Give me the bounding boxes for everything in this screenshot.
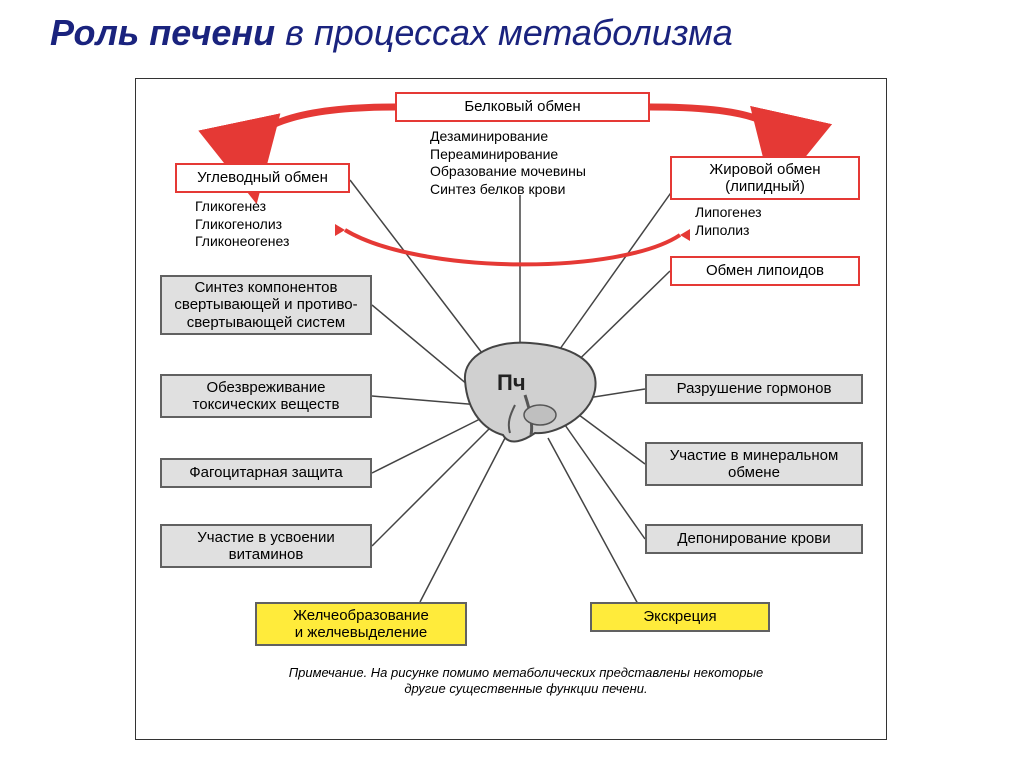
box-b-hormone: Разрушение гормонов (645, 374, 863, 404)
footnote: Примечание. На рисунке помимо метаболиче… (256, 665, 796, 698)
box-b-lipoid: Обмен липоидов (670, 256, 860, 286)
box-b-coag: Синтез компонентовсвертывающей и противо… (160, 275, 372, 335)
liver-illustration: Пч (455, 335, 605, 450)
subtext-s-fat: ЛипогенезЛиполиз (695, 204, 815, 239)
box-b-excr: Экскреция (590, 602, 770, 632)
box-b-bile: Желчеобразованиеи желчевыделение (255, 602, 467, 646)
svg-text:Пч: Пч (497, 370, 526, 395)
box-b-carb: Углеводный обмен (175, 163, 350, 193)
box-b-fat: Жировой обмен(липидный) (670, 156, 860, 200)
box-b-mineral: Участие в минеральномобмене (645, 442, 863, 486)
subtext-s-carb: ГликогенезГликогенолизГликонеогенез (195, 198, 345, 251)
box-b-detox: Обезвреживаниетоксических веществ (160, 374, 372, 418)
box-b-protein: Белковый обмен (395, 92, 650, 122)
box-b-phago: Фагоцитарная защита (160, 458, 372, 488)
box-b-blood: Депонирование крови (645, 524, 863, 554)
subtext-s-protein: ДезаминированиеПереаминированиеОбразован… (430, 128, 630, 198)
box-b-vitamin: Участие в усвоениивитаминов (160, 524, 372, 568)
